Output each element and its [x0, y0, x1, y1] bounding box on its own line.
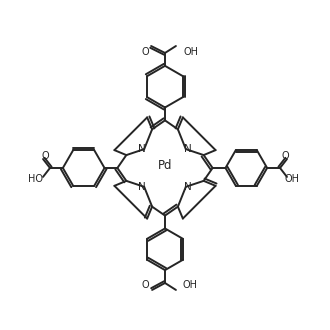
Text: O: O [281, 151, 289, 161]
Text: O: O [141, 47, 149, 57]
Text: N: N [184, 182, 192, 192]
Text: HO: HO [28, 174, 43, 184]
Text: OH: OH [184, 47, 199, 57]
Text: N: N [138, 144, 146, 154]
Text: Pd: Pd [158, 159, 172, 173]
Text: OH: OH [285, 174, 300, 184]
Text: N: N [184, 144, 192, 154]
Text: OH: OH [183, 280, 198, 290]
Text: O: O [41, 151, 49, 161]
Text: N: N [138, 182, 146, 192]
Text: O: O [141, 280, 149, 290]
